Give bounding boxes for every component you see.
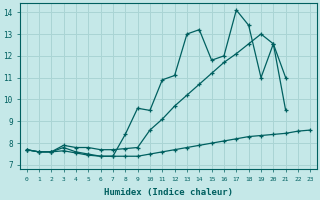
X-axis label: Humidex (Indice chaleur): Humidex (Indice chaleur) xyxy=(104,188,233,197)
